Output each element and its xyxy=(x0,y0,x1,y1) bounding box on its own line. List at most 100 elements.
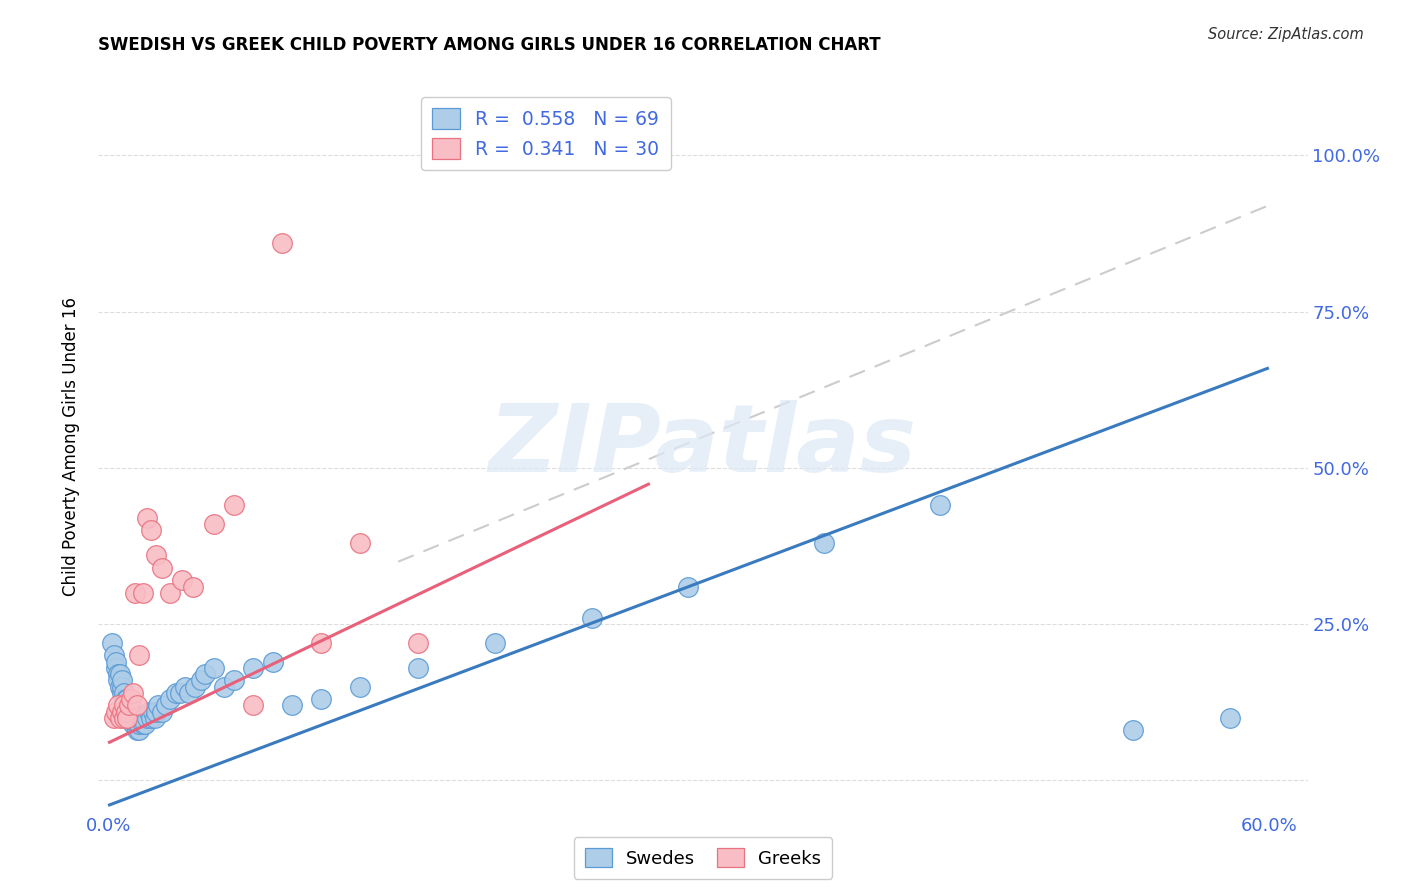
Point xyxy=(112,711,135,725)
Point xyxy=(112,698,135,713)
Point xyxy=(122,717,145,731)
Point xyxy=(108,667,131,681)
Text: ZIPatlas: ZIPatlas xyxy=(489,400,917,492)
Text: Source: ZipAtlas.com: Source: ZipAtlas.com xyxy=(1208,27,1364,42)
Point xyxy=(120,692,142,706)
Point xyxy=(112,692,135,706)
Point xyxy=(242,698,264,713)
Point xyxy=(138,705,160,719)
Point xyxy=(309,636,332,650)
Point xyxy=(132,711,155,725)
Point xyxy=(139,711,162,725)
Point xyxy=(581,611,603,625)
Point xyxy=(194,667,217,681)
Point xyxy=(117,692,139,706)
Point xyxy=(1122,723,1144,738)
Point xyxy=(118,711,141,725)
Point xyxy=(150,705,173,719)
Point xyxy=(132,717,155,731)
Point xyxy=(127,698,149,713)
Point xyxy=(678,580,700,594)
Point xyxy=(114,698,136,713)
Point xyxy=(118,698,141,713)
Point xyxy=(281,698,304,713)
Point xyxy=(159,586,181,600)
Point xyxy=(181,580,204,594)
Point xyxy=(134,717,156,731)
Point xyxy=(128,648,150,663)
Point xyxy=(107,673,129,688)
Point xyxy=(111,705,134,719)
Point xyxy=(122,705,145,719)
Point xyxy=(128,723,150,738)
Point xyxy=(145,705,167,719)
Point xyxy=(124,711,146,725)
Point xyxy=(242,661,264,675)
Point xyxy=(135,511,157,525)
Point xyxy=(122,711,145,725)
Point xyxy=(169,686,191,700)
Legend: Swedes, Greeks: Swedes, Greeks xyxy=(574,837,832,879)
Point xyxy=(159,692,181,706)
Point xyxy=(122,686,145,700)
Point xyxy=(148,698,170,713)
Point xyxy=(103,648,125,663)
Point xyxy=(118,705,141,719)
Point xyxy=(165,686,187,700)
Point xyxy=(212,680,235,694)
Point xyxy=(190,673,212,688)
Point xyxy=(349,536,371,550)
Point xyxy=(127,717,149,731)
Point xyxy=(114,705,136,719)
Point xyxy=(170,574,193,588)
Point xyxy=(111,680,134,694)
Point xyxy=(104,705,127,719)
Point xyxy=(117,705,139,719)
Text: SWEDISH VS GREEK CHILD POVERTY AMONG GIRLS UNDER 16 CORRELATION CHART: SWEDISH VS GREEK CHILD POVERTY AMONG GIR… xyxy=(98,36,882,54)
Point xyxy=(271,235,294,250)
Point xyxy=(117,698,139,713)
Point xyxy=(128,717,150,731)
Point xyxy=(135,711,157,725)
Point xyxy=(127,723,149,738)
Point xyxy=(349,680,371,694)
Point xyxy=(132,586,155,600)
Point xyxy=(406,661,429,675)
Point xyxy=(112,686,135,700)
Point xyxy=(124,717,146,731)
Point xyxy=(139,524,162,538)
Point xyxy=(484,636,506,650)
Point xyxy=(813,536,835,550)
Point xyxy=(124,586,146,600)
Point xyxy=(174,680,197,694)
Point xyxy=(204,661,226,675)
Legend: R =  0.558   N = 69, R =  0.341   N = 30: R = 0.558 N = 69, R = 0.341 N = 30 xyxy=(420,97,671,169)
Point xyxy=(107,698,129,713)
Point xyxy=(111,673,134,688)
Point xyxy=(1219,711,1241,725)
Point xyxy=(142,705,165,719)
Point xyxy=(222,499,245,513)
Point xyxy=(114,692,136,706)
Point xyxy=(145,549,167,563)
Y-axis label: Child Poverty Among Girls Under 16: Child Poverty Among Girls Under 16 xyxy=(62,296,80,596)
Point xyxy=(150,561,173,575)
Point xyxy=(103,711,125,725)
Point xyxy=(309,692,332,706)
Point xyxy=(104,661,127,675)
Point xyxy=(184,680,207,694)
Point xyxy=(120,705,142,719)
Point xyxy=(929,499,952,513)
Point xyxy=(204,517,226,532)
Point xyxy=(179,686,201,700)
Point xyxy=(143,711,166,725)
Point xyxy=(108,711,131,725)
Point xyxy=(118,698,141,713)
Point xyxy=(262,655,284,669)
Point xyxy=(111,686,134,700)
Point xyxy=(155,698,177,713)
Point xyxy=(104,655,127,669)
Point xyxy=(406,636,429,650)
Point xyxy=(107,667,129,681)
Point xyxy=(101,636,124,650)
